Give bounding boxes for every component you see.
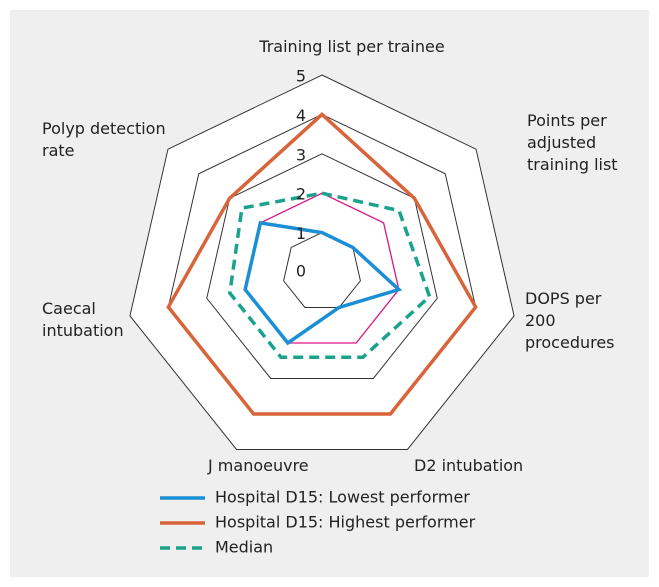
series-line [166,112,478,416]
tick-label: 5 [296,67,306,86]
legend-label: Hospital D15: Highest performer [215,513,476,532]
tick-label: 1 [296,224,306,243]
series-line [243,220,403,346]
axis-label: DOPS per 200 procedures [525,289,615,352]
axis-label: Caecal intubation [42,299,124,340]
axis-label: Points per adjusted training list [527,111,618,174]
tick-label: 3 [296,145,306,164]
axis-label: J manoeuvre [208,456,309,475]
tick-label: 0 [296,262,306,281]
axis-label: Polyp detection rate [42,119,166,160]
tick-label: 2 [296,185,306,204]
axis-label: Training list per trainee [259,37,445,56]
grid-ring [129,74,515,450]
axis-label: D2 intubation [414,456,524,475]
grid-ring [283,232,361,308]
grid-ring [206,153,438,379]
legend-label: Hospital D15: Lowest performer [215,488,470,507]
tick-label: 4 [296,106,306,125]
legend-label: Median [215,538,273,557]
